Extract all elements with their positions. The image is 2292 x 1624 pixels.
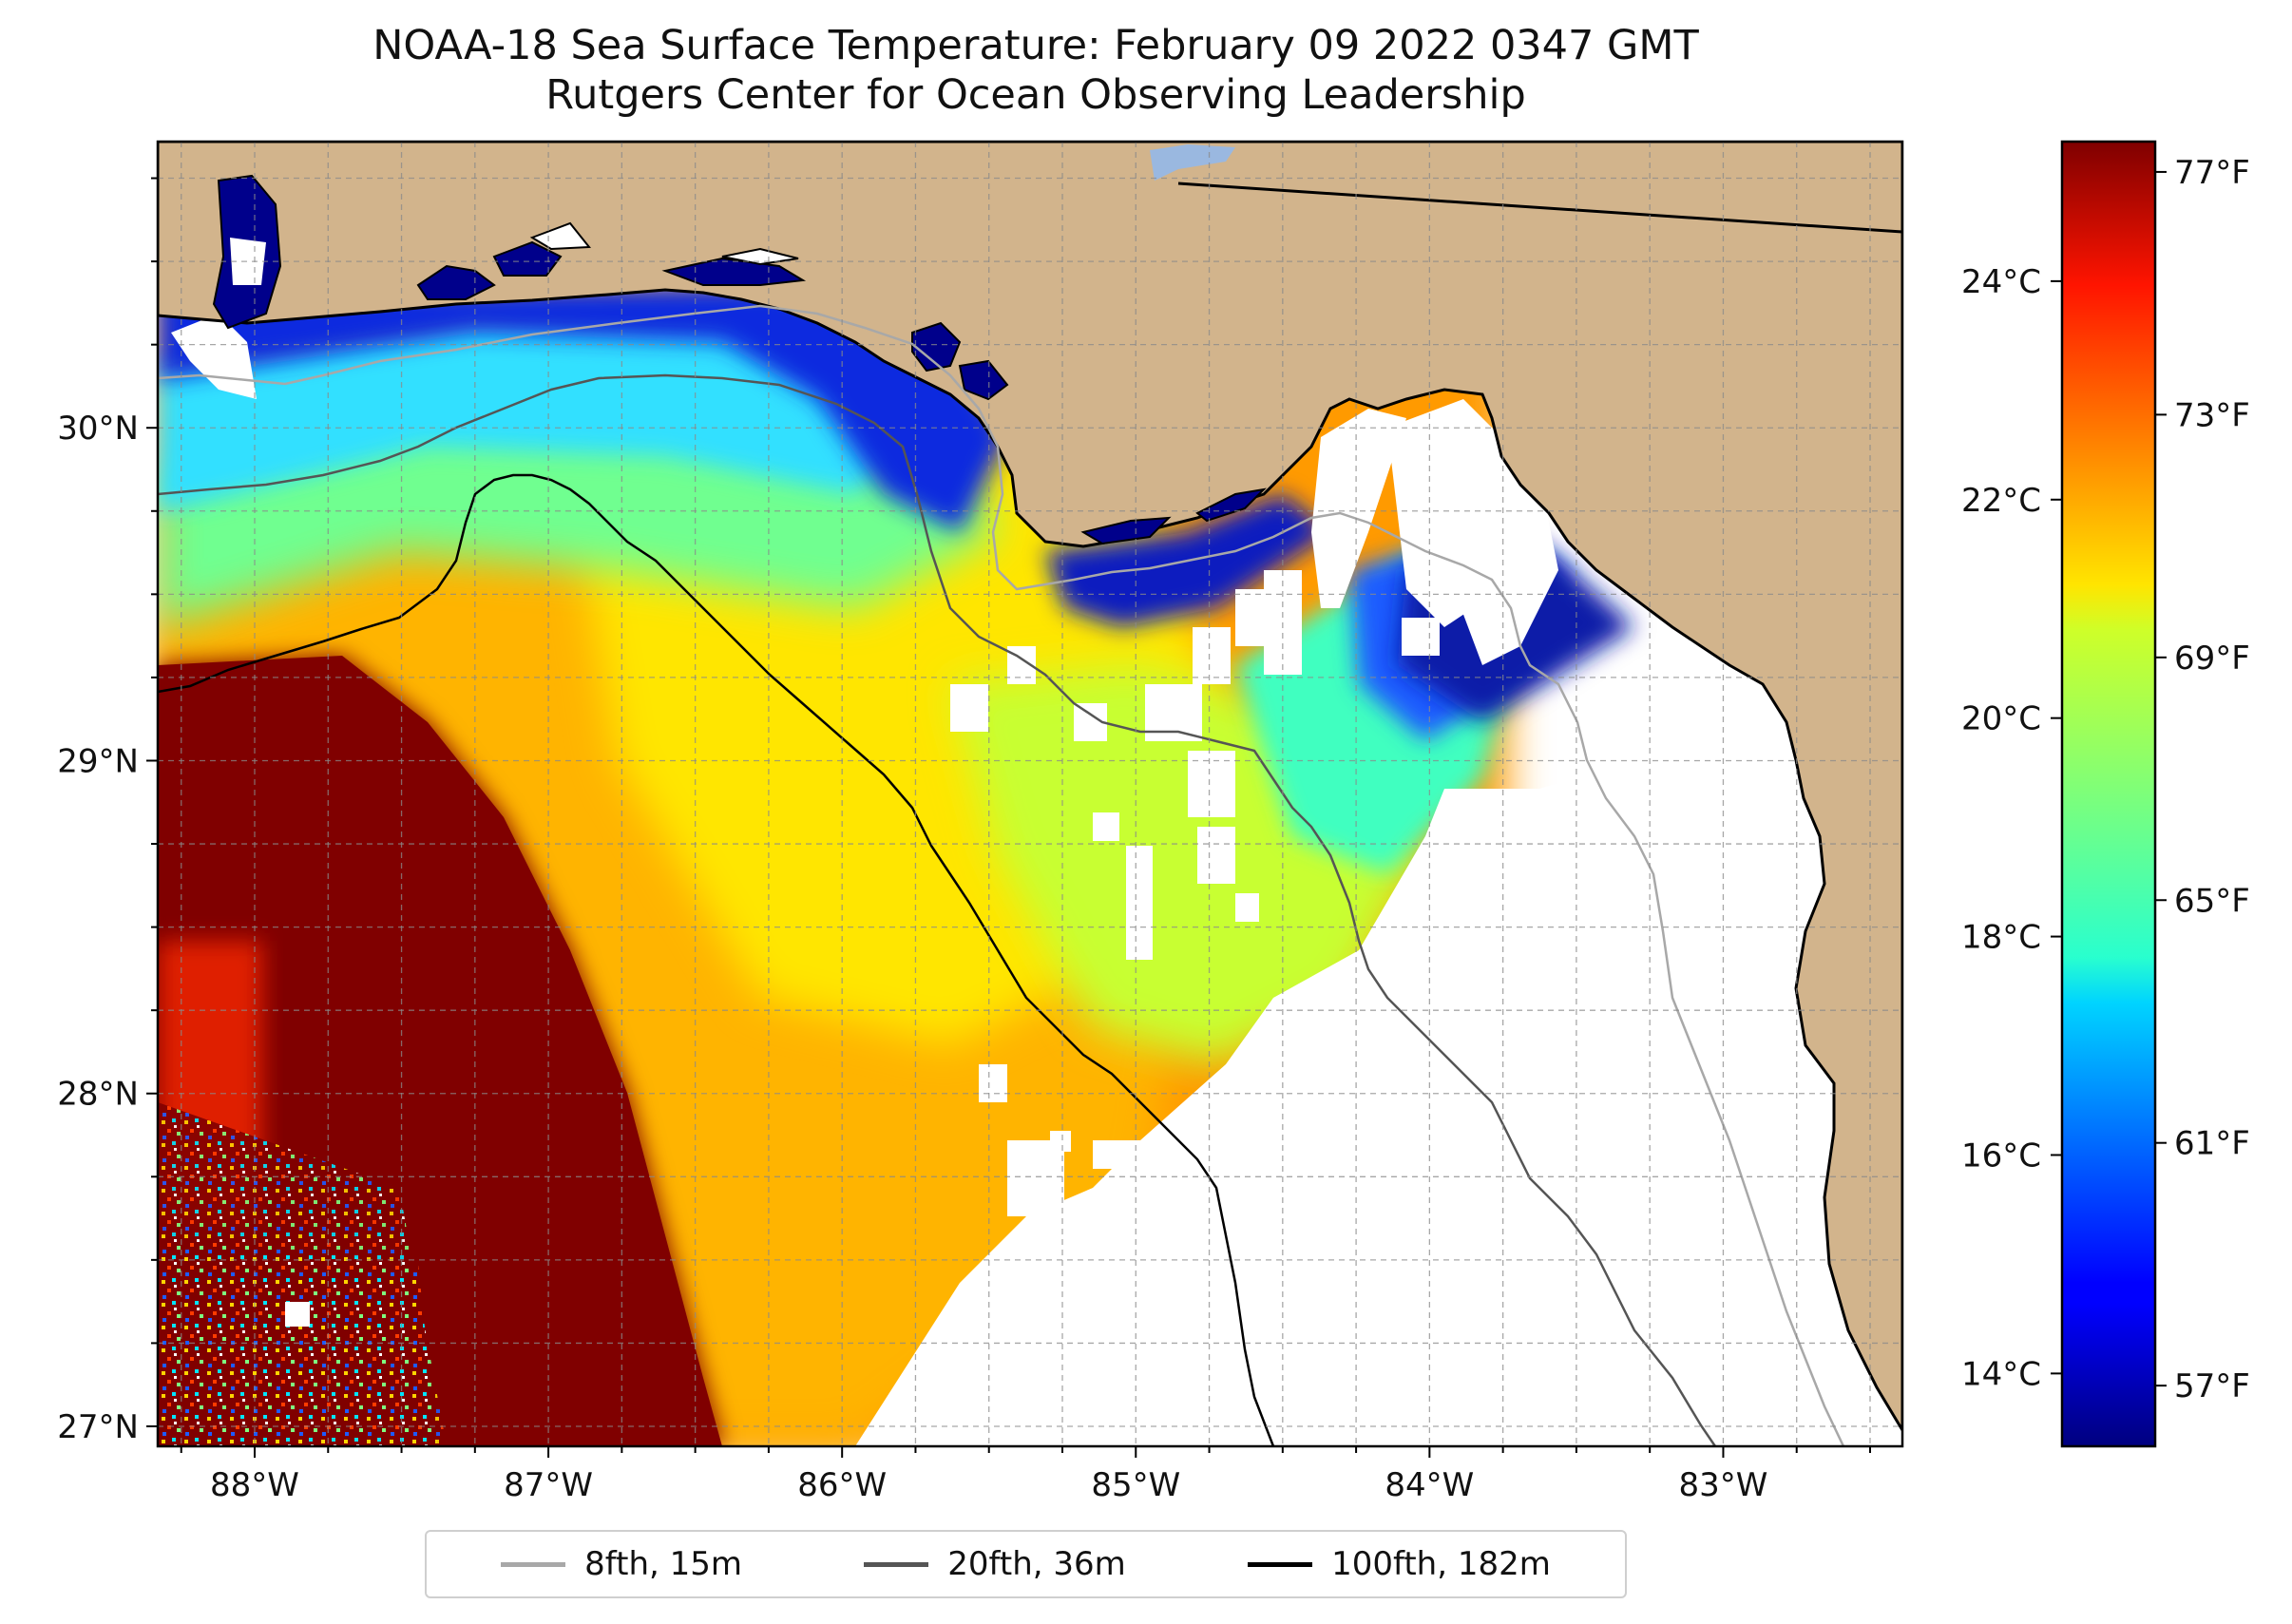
- legend-entry-8fth: 8fth, 15m: [501, 1545, 742, 1583]
- fahrenheit-tick-label: 77°F: [2174, 154, 2250, 192]
- celsius-tick-label: 14°C: [1961, 1355, 2041, 1393]
- lat-tick-label: 30°N: [57, 410, 139, 448]
- legend-swatch: [1248, 1561, 1313, 1567]
- bathymetry-contours: [158, 304, 1845, 1446]
- map-gridlines: [158, 142, 1902, 1446]
- colorbar-fahrenheit-ticks: 77°F 73°F 69°F 65°F 61°F 57°F: [2155, 154, 2250, 1405]
- land: [158, 142, 1902, 1433]
- fahrenheit-tick-label: 65°F: [2174, 882, 2250, 920]
- lon-tick-label: 88°W: [210, 1466, 299, 1504]
- title-line-1: NOAA-18 Sea Surface Temperature: Februar…: [372, 22, 1699, 69]
- lat-tick-label: 28°N: [57, 1076, 139, 1114]
- colorbar-frame: [2060, 140, 2157, 1448]
- lon-tick-label: 87°W: [504, 1466, 593, 1504]
- lat-tick-label: 27°N: [57, 1408, 139, 1446]
- state-boundary: [1177, 182, 1902, 234]
- legend-label: 100fth, 182m: [1331, 1545, 1551, 1583]
- colorbar-celsius-ticks: 24°C 22°C 20°C 18°C 16°C 14°C: [1961, 263, 2062, 1393]
- legend-swatch: [864, 1561, 929, 1567]
- lon-tick-label: 83°W: [1679, 1466, 1768, 1504]
- lon-tick-label: 85°W: [1091, 1466, 1180, 1504]
- longitude-axis: 88°W 87°W 86°W 85°W 84°W 83°W: [180, 1446, 1871, 1504]
- contour-legend: 8fth, 15m 20fth, 36m 100fth, 182m: [425, 1530, 1627, 1598]
- legend-label: 8fth, 15m: [584, 1545, 743, 1583]
- contour-20fth-36m: [158, 373, 1717, 1446]
- fahrenheit-tick-label: 73°F: [2174, 396, 2250, 434]
- fahrenheit-tick-label: 61°F: [2174, 1125, 2250, 1163]
- temperature-colorbar: 24°C 22°C 20°C 18°C 16°C 14°C 77°F 73°F 69°F 65°…: [1961, 140, 2250, 1448]
- lon-tick-label: 84°W: [1385, 1466, 1474, 1504]
- contour-100fth-182m: [158, 473, 1275, 1446]
- contour-8fth-15m: [158, 304, 1845, 1446]
- coastal-bays: [212, 144, 1267, 545]
- legend-entry-100fth: 100fth, 182m: [1248, 1545, 1551, 1583]
- celsius-tick-label: 22°C: [1961, 482, 2041, 520]
- fahrenheit-tick-label: 57°F: [2174, 1367, 2250, 1405]
- fahrenheit-tick-label: 69°F: [2174, 640, 2250, 678]
- celsius-tick-label: 24°C: [1961, 263, 2041, 301]
- title-line-2: Rutgers Center for Ocean Observing Leade…: [545, 71, 1526, 119]
- sst-map: [158, 142, 1902, 1446]
- map-title: NOAA-18 Sea Surface Temperature: Februar…: [157, 21, 1915, 120]
- latitude-axis: 30°N 29°N 28°N 27°N: [57, 177, 158, 1446]
- map-frame: [156, 140, 1904, 1448]
- lat-tick-label: 29°N: [57, 742, 139, 780]
- legend-entry-20fth: 20fth, 36m: [864, 1545, 1126, 1583]
- cloud-mask: [171, 314, 1902, 1446]
- celsius-tick-label: 18°C: [1961, 919, 2041, 957]
- celsius-tick-label: 16°C: [1961, 1137, 2041, 1175]
- legend-swatch: [501, 1561, 566, 1567]
- legend-label: 20fth, 36m: [947, 1545, 1126, 1583]
- lon-tick-label: 86°W: [797, 1466, 887, 1504]
- colorbar-gradient: [2062, 142, 2155, 1446]
- celsius-tick-label: 20°C: [1961, 700, 2041, 738]
